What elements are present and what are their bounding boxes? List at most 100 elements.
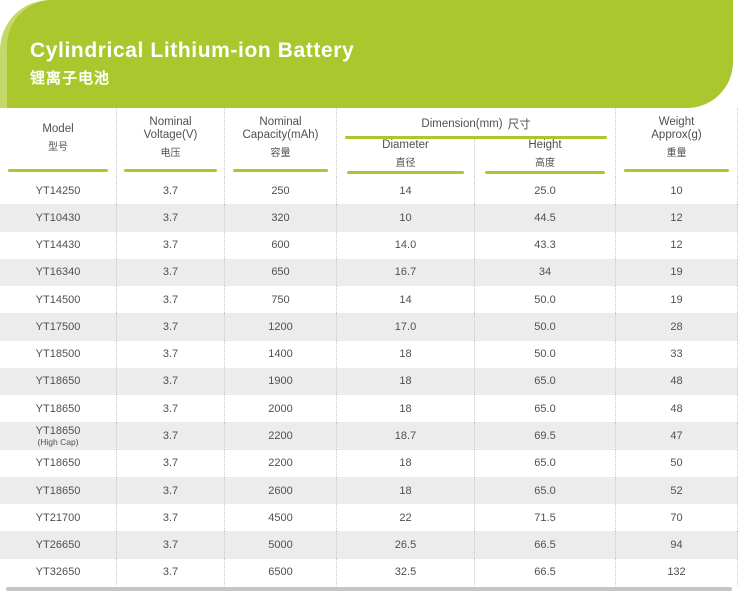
capacity-cell-value: 600 [271,239,290,252]
model-cell-value: YT21700 [35,511,81,524]
diameter-cell-value: 18 [399,348,412,361]
diameter-cell: 26.5 [337,531,475,559]
capacity-cell: 650 [225,258,337,287]
banner-text-block: Cylindrical Lithium-ion Battery 锂离子电池 [30,38,354,88]
height-cell-value: 50.0 [534,348,556,361]
page-title: Cylindrical Lithium-ion Battery [30,39,355,62]
diameter-cell: 16.7 [337,258,475,287]
diameter-cell-value: 18.7 [394,430,417,443]
header-banner: Cylindrical Lithium-ion Battery 锂离子电池 [0,0,738,108]
table-row: YT14250 3.7 250 14 25.0 10 [0,177,738,205]
green-underline [484,171,606,174]
diameter-cell: 18.7 [337,422,475,450]
banner-main-shape [7,0,733,108]
voltage-cell-value: 3.7 [162,293,179,306]
diameter-cell: 18 [337,449,475,477]
model-cell: YT14430 [0,231,117,259]
height-cell: 34 [475,258,616,287]
weight-cell-value: 33 [670,348,683,361]
table-row: YT10430 3.7 320 10 44.5 12 [0,204,738,232]
height-cell: 69.5 [475,422,616,450]
height-cell: 50.0 [475,286,616,314]
capacity-cell-value: 1400 [268,348,293,361]
height-cell: 44.5 [475,204,616,232]
capacity-cell-value: 320 [271,211,290,224]
height-cell-value: 65.0 [534,457,556,470]
capacity-cell: 1400 [225,340,337,368]
diameter-cell-value: 18 [399,375,412,388]
weight-cell-value: 12 [670,239,683,252]
capacity-cell: 6500 [225,558,337,586]
green-underline [124,169,217,172]
model-cell-value: YT18500 [35,348,81,361]
table-row: YT18500 3.7 1400 18 50.0 33 [0,340,738,368]
diameter-cell-value: 32.5 [394,566,417,579]
voltage-cell: 3.7 [117,231,225,259]
height-cell-value: 71.5 [534,511,556,524]
weight-cell: 132 [616,558,738,586]
column-header-diameter: Diameter 直径 [337,139,475,177]
model-cell-value: YT26650 [35,539,81,552]
weight-cell-value: 47 [670,430,683,443]
height-cell-value: 34 [538,266,552,279]
weight-cell: 19 [616,258,738,287]
weight-cell: 12 [616,204,738,232]
weight-cell-value: 48 [670,375,683,388]
weight-cell-value: 52 [670,484,683,497]
height-cell: 66.5 [475,531,616,559]
weight-cell: 33 [616,340,738,368]
capacity-cell: 1200 [225,313,337,341]
column-header-dimension: Dimension(mm) 尺寸 [337,108,615,139]
table-row: YT18650 3.7 2200 18 65.0 50 [0,449,738,477]
table-row: YT32650 3.7 6500 32.5 66.5 132 [0,558,738,586]
voltage-cell-value: 3.7 [162,348,179,361]
height-cell-value: 25.0 [534,184,556,197]
voltage-cell: 3.7 [117,313,225,341]
model-cell: YT10430 [0,204,117,232]
capacity-cell: 250 [225,177,337,205]
model-cell: YT17500 [0,313,117,341]
green-underline [346,171,465,174]
height-cell-value: 44.5 [534,211,556,224]
table-row: YT17500 3.7 1200 17.0 50.0 28 [0,313,738,341]
model-cell-value: YT17500 [35,320,81,333]
column-header-voltage-en: Nominal Voltage(V) [143,116,198,141]
height-cell-value: 43.3 [534,239,556,252]
model-cell-value: YT18650 [35,402,81,415]
voltage-cell: 3.7 [117,258,225,287]
table-row: YT18650 3.7 2600 18 65.0 52 [0,476,738,505]
capacity-cell-value: 1200 [268,320,293,333]
diameter-cell: 14 [337,177,475,205]
column-header-weight-zh: 重量 [666,148,687,159]
model-cell-value: YT18650 [35,457,81,470]
column-header-capacity: Nominal Capacity(mAh) 容量 [225,108,337,177]
height-cell-value: 50.0 [534,320,556,333]
height-cell: 71.5 [475,504,616,532]
weight-cell-value: 132 [667,566,686,579]
voltage-cell-value: 3.7 [162,239,179,252]
height-cell: 65.0 [475,449,616,477]
diameter-cell: 18 [337,395,475,423]
column-header-dimension-group: Dimension(mm) 尺寸 Diameter 直径 Height 高度 [337,108,616,177]
diameter-cell: 18 [337,476,475,505]
weight-cell: 28 [616,313,738,341]
table-row: YT18650 (High Cap) 3.7 2200 18.7 69.5 47 [0,422,738,450]
voltage-cell: 3.7 [117,531,225,559]
capacity-cell-value: 2200 [268,430,293,443]
height-cell: 25.0 [475,177,616,205]
height-cell: 66.5 [475,558,616,586]
diameter-cell-value: 18 [399,457,412,470]
green-underline [345,136,607,139]
table-row: YT16340 3.7 650 16.7 34 19 [0,258,738,287]
diameter-cell-value: 18 [399,402,412,415]
capacity-cell: 750 [225,286,337,314]
weight-cell-value: 94 [670,539,683,552]
table-header: Model 型号 Nominal Voltage(V) 电压 Nominal C… [0,108,738,177]
model-cell: YT14250 [0,177,117,205]
model-cell-value: YT18650 [35,425,81,438]
capacity-cell-value: 250 [271,184,290,197]
table-row: YT14430 3.7 600 14.0 43.3 12 [0,231,738,259]
weight-cell: 48 [616,395,738,423]
height-cell: 50.0 [475,313,616,341]
weight-cell-value: 70 [670,511,683,524]
